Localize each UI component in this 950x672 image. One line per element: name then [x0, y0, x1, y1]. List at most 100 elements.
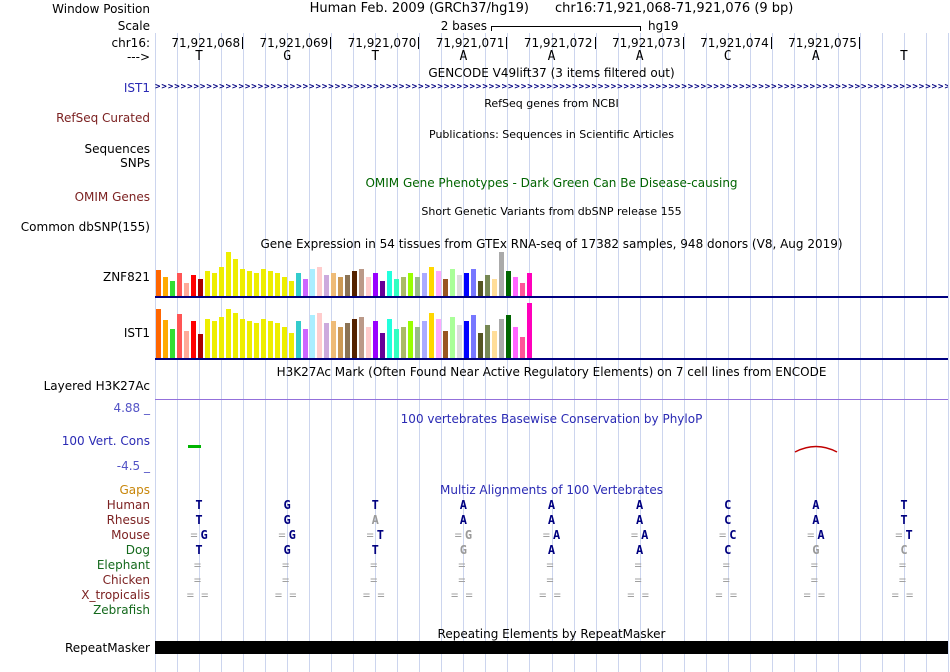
gtex-tissue-bar[interactable] — [443, 331, 448, 358]
gtex-tissue-bar[interactable] — [373, 273, 378, 296]
gtex-tissue-bar[interactable] — [170, 329, 175, 358]
gtex-tissue-bar[interactable] — [219, 267, 224, 296]
gtex-tissue-bar[interactable] — [485, 275, 490, 296]
gtex-tissue-bar[interactable] — [359, 317, 364, 358]
gtex-tissue-bar[interactable] — [415, 327, 420, 358]
gtex-tissue-bar[interactable] — [303, 279, 308, 296]
gtex-tissue-bar[interactable] — [261, 319, 266, 358]
gtex-tissue-bar[interactable] — [527, 303, 532, 358]
gtex-tissue-bar[interactable] — [282, 277, 287, 296]
gtex-tissue-bar[interactable] — [170, 281, 175, 296]
gtex-tissue-bar[interactable] — [233, 259, 238, 296]
gtex-tissue-bar[interactable] — [184, 283, 189, 296]
gtex-tissue-bar[interactable] — [219, 317, 224, 358]
gtex-tissue-bar[interactable] — [240, 319, 245, 358]
gtex-tissue-bar[interactable] — [471, 315, 476, 358]
gtex-tissue-bar[interactable] — [415, 277, 420, 296]
gtex-tissue-bar[interactable] — [191, 275, 196, 296]
gtex-tissue-bar[interactable] — [268, 271, 273, 296]
gtex-tissue-bar[interactable] — [198, 334, 203, 358]
phylop-track-title[interactable]: 100 vertebrates Basewise Conservation by… — [400, 412, 703, 426]
species-label-chicken[interactable]: Chicken — [102, 573, 150, 587]
gtex-tissue-bar[interactable] — [177, 314, 182, 358]
gtex-tissue-bar[interactable] — [303, 329, 308, 358]
publications-track-title[interactable]: Publications: Sequences in Scientific Ar… — [429, 128, 674, 141]
track-label-ist1-gtex[interactable]: IST1 — [123, 326, 150, 340]
gtex-tissue-bar[interactable] — [296, 321, 301, 358]
gtex-tissue-bar[interactable] — [499, 252, 504, 296]
gtex-tissue-bar[interactable] — [394, 279, 399, 296]
gtex-tissue-bar[interactable] — [156, 270, 161, 296]
gtex-tissue-bar[interactable] — [296, 273, 301, 296]
gtex-tissue-bar[interactable] — [163, 277, 168, 296]
gtex-tissue-bar[interactable] — [226, 309, 231, 358]
gtex-tissue-bar[interactable] — [373, 321, 378, 358]
gtex-tissue-bar[interactable] — [289, 281, 294, 296]
gtex-track-title[interactable]: Gene Expression in 54 tissues from GTEx … — [260, 237, 843, 251]
gtex-tissue-bar[interactable] — [254, 273, 259, 296]
gtex-tissue-bar[interactable] — [429, 313, 434, 358]
track-label-repeatmasker[interactable]: RepeatMasker — [64, 641, 150, 655]
gtex-tissue-bar[interactable] — [450, 269, 455, 296]
gtex-tissue-bar[interactable] — [408, 321, 413, 358]
track-label-omim-genes[interactable]: OMIM Genes — [74, 190, 150, 204]
refseq-track-title[interactable]: RefSeq genes from NCBI — [484, 97, 619, 110]
gtex-tissue-bar[interactable] — [289, 333, 294, 358]
species-label-x_tropicalis[interactable]: X_tropicalis — [81, 588, 150, 602]
repeatmasker-element-bar[interactable] — [155, 641, 948, 654]
track-label-snps[interactable]: SNPs — [120, 156, 150, 170]
track-label-layered-h3k27ac[interactable]: Layered H3K27Ac — [43, 379, 150, 393]
gtex-tissue-bar[interactable] — [317, 267, 322, 296]
gencode-track-title[interactable]: GENCODE V49lift37 (3 items filtered out) — [428, 66, 675, 80]
gtex-tissue-bar[interactable] — [177, 273, 182, 296]
gtex-tissue-bar[interactable] — [499, 319, 504, 358]
species-label-zebrafish[interactable]: Zebrafish — [93, 603, 150, 617]
gtex-tissue-bar[interactable] — [233, 313, 238, 358]
gtex-tissue-bar[interactable] — [401, 277, 406, 296]
gtex-tissue-bar[interactable] — [268, 321, 273, 358]
species-label-gaps[interactable]: Gaps — [119, 483, 150, 497]
gtex-tissue-bar[interactable] — [408, 273, 413, 296]
gtex-tissue-bar[interactable] — [352, 319, 357, 358]
gtex-tissue-bar[interactable] — [331, 273, 336, 296]
gtex-tissue-bar[interactable] — [240, 269, 245, 296]
gtex-tissue-bar[interactable] — [422, 273, 427, 296]
gtex-tissue-bar[interactable] — [261, 269, 266, 296]
gtex-tissue-bar[interactable] — [520, 283, 525, 296]
gtex-tissue-bar[interactable] — [212, 321, 217, 358]
gtex-tissue-bar[interactable] — [324, 275, 329, 296]
gtex-tissue-bar[interactable] — [247, 271, 252, 296]
species-label-rhesus[interactable]: Rhesus — [106, 513, 150, 527]
gtex-tissue-bar[interactable] — [527, 273, 532, 296]
gtex-tissue-bar[interactable] — [184, 331, 189, 358]
gtex-tissue-bar[interactable] — [513, 327, 518, 358]
gtex-barchart-znf821[interactable] — [156, 252, 536, 296]
gtex-tissue-bar[interactable] — [331, 321, 336, 358]
gtex-tissue-bar[interactable] — [282, 327, 287, 358]
gtex-tissue-bar[interactable] — [345, 323, 350, 358]
h3k27ac-track-title[interactable]: H3K27Ac Mark (Often Found Near Active Re… — [276, 365, 827, 379]
gtex-tissue-bar[interactable] — [198, 279, 203, 296]
gtex-tissue-bar[interactable] — [352, 271, 357, 296]
phylop-wiggle[interactable] — [155, 405, 948, 472]
track-label-100-vert-cons[interactable]: 100 Vert. Cons — [61, 434, 150, 448]
repeatmasker-track-title[interactable]: Repeating Elements by RepeatMasker — [437, 627, 666, 641]
dbsnp-track-title[interactable]: Short Genetic Variants from dbSNP releas… — [421, 205, 682, 218]
omim-track-title[interactable]: OMIM Gene Phenotypes - Dark Green Can Be… — [365, 176, 738, 190]
species-label-mouse[interactable]: Mouse — [111, 528, 150, 542]
species-label-dog[interactable]: Dog — [125, 543, 150, 557]
gtex-tissue-bar[interactable] — [380, 281, 385, 296]
gtex-tissue-bar[interactable] — [324, 323, 329, 358]
gtex-tissue-bar[interactable] — [212, 273, 217, 296]
species-label-human[interactable]: Human — [106, 498, 150, 512]
gtex-tissue-bar[interactable] — [436, 271, 441, 296]
gtex-tissue-bar[interactable] — [205, 319, 210, 358]
gtex-tissue-bar[interactable] — [422, 321, 427, 358]
gtex-tissue-bar[interactable] — [387, 319, 392, 358]
gtex-tissue-bar[interactable] — [338, 327, 343, 358]
gtex-tissue-bar[interactable] — [226, 252, 231, 296]
track-label-refseq-curated[interactable]: RefSeq Curated — [56, 111, 150, 125]
gtex-tissue-bar[interactable] — [492, 279, 497, 296]
gtex-tissue-bar[interactable] — [310, 315, 315, 358]
gtex-tissue-bar[interactable] — [156, 309, 161, 358]
